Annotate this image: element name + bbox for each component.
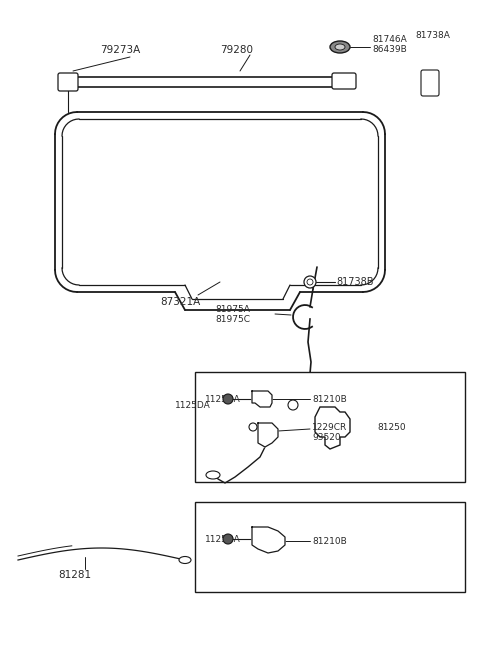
Circle shape [288, 400, 298, 410]
Polygon shape [252, 391, 272, 407]
Ellipse shape [206, 471, 220, 479]
FancyBboxPatch shape [58, 73, 78, 91]
Circle shape [223, 394, 233, 404]
FancyBboxPatch shape [332, 73, 356, 89]
Text: 93520: 93520 [312, 432, 341, 442]
Text: 81210B: 81210B [312, 537, 347, 545]
Ellipse shape [330, 41, 350, 53]
Text: 1125DA: 1125DA [205, 394, 241, 403]
Polygon shape [252, 527, 285, 553]
Circle shape [223, 534, 233, 544]
Circle shape [307, 279, 313, 285]
Text: 87321A: 87321A [160, 297, 200, 307]
Text: 81250: 81250 [377, 422, 406, 432]
Ellipse shape [335, 44, 345, 50]
Polygon shape [258, 423, 278, 447]
Text: 79280: 79280 [220, 45, 253, 55]
Text: 81975A: 81975A [215, 304, 250, 313]
FancyBboxPatch shape [195, 372, 465, 482]
Text: 1125DA: 1125DA [205, 535, 241, 543]
FancyBboxPatch shape [195, 502, 465, 592]
Text: 1229CR: 1229CR [312, 422, 347, 432]
Text: 81746A: 81746A [372, 35, 407, 43]
Text: 81975C: 81975C [215, 315, 250, 323]
Polygon shape [315, 407, 350, 449]
Text: 1125DA: 1125DA [175, 401, 211, 409]
FancyBboxPatch shape [421, 70, 439, 96]
Circle shape [249, 423, 257, 431]
Circle shape [304, 276, 316, 288]
Text: 81738B: 81738B [336, 277, 373, 287]
Text: 81210B: 81210B [312, 394, 347, 403]
Text: 81738A: 81738A [415, 30, 450, 39]
Text: 86439B: 86439B [372, 45, 407, 55]
Ellipse shape [179, 556, 191, 564]
Text: 81281: 81281 [59, 570, 92, 580]
Text: 79273A: 79273A [100, 45, 140, 55]
